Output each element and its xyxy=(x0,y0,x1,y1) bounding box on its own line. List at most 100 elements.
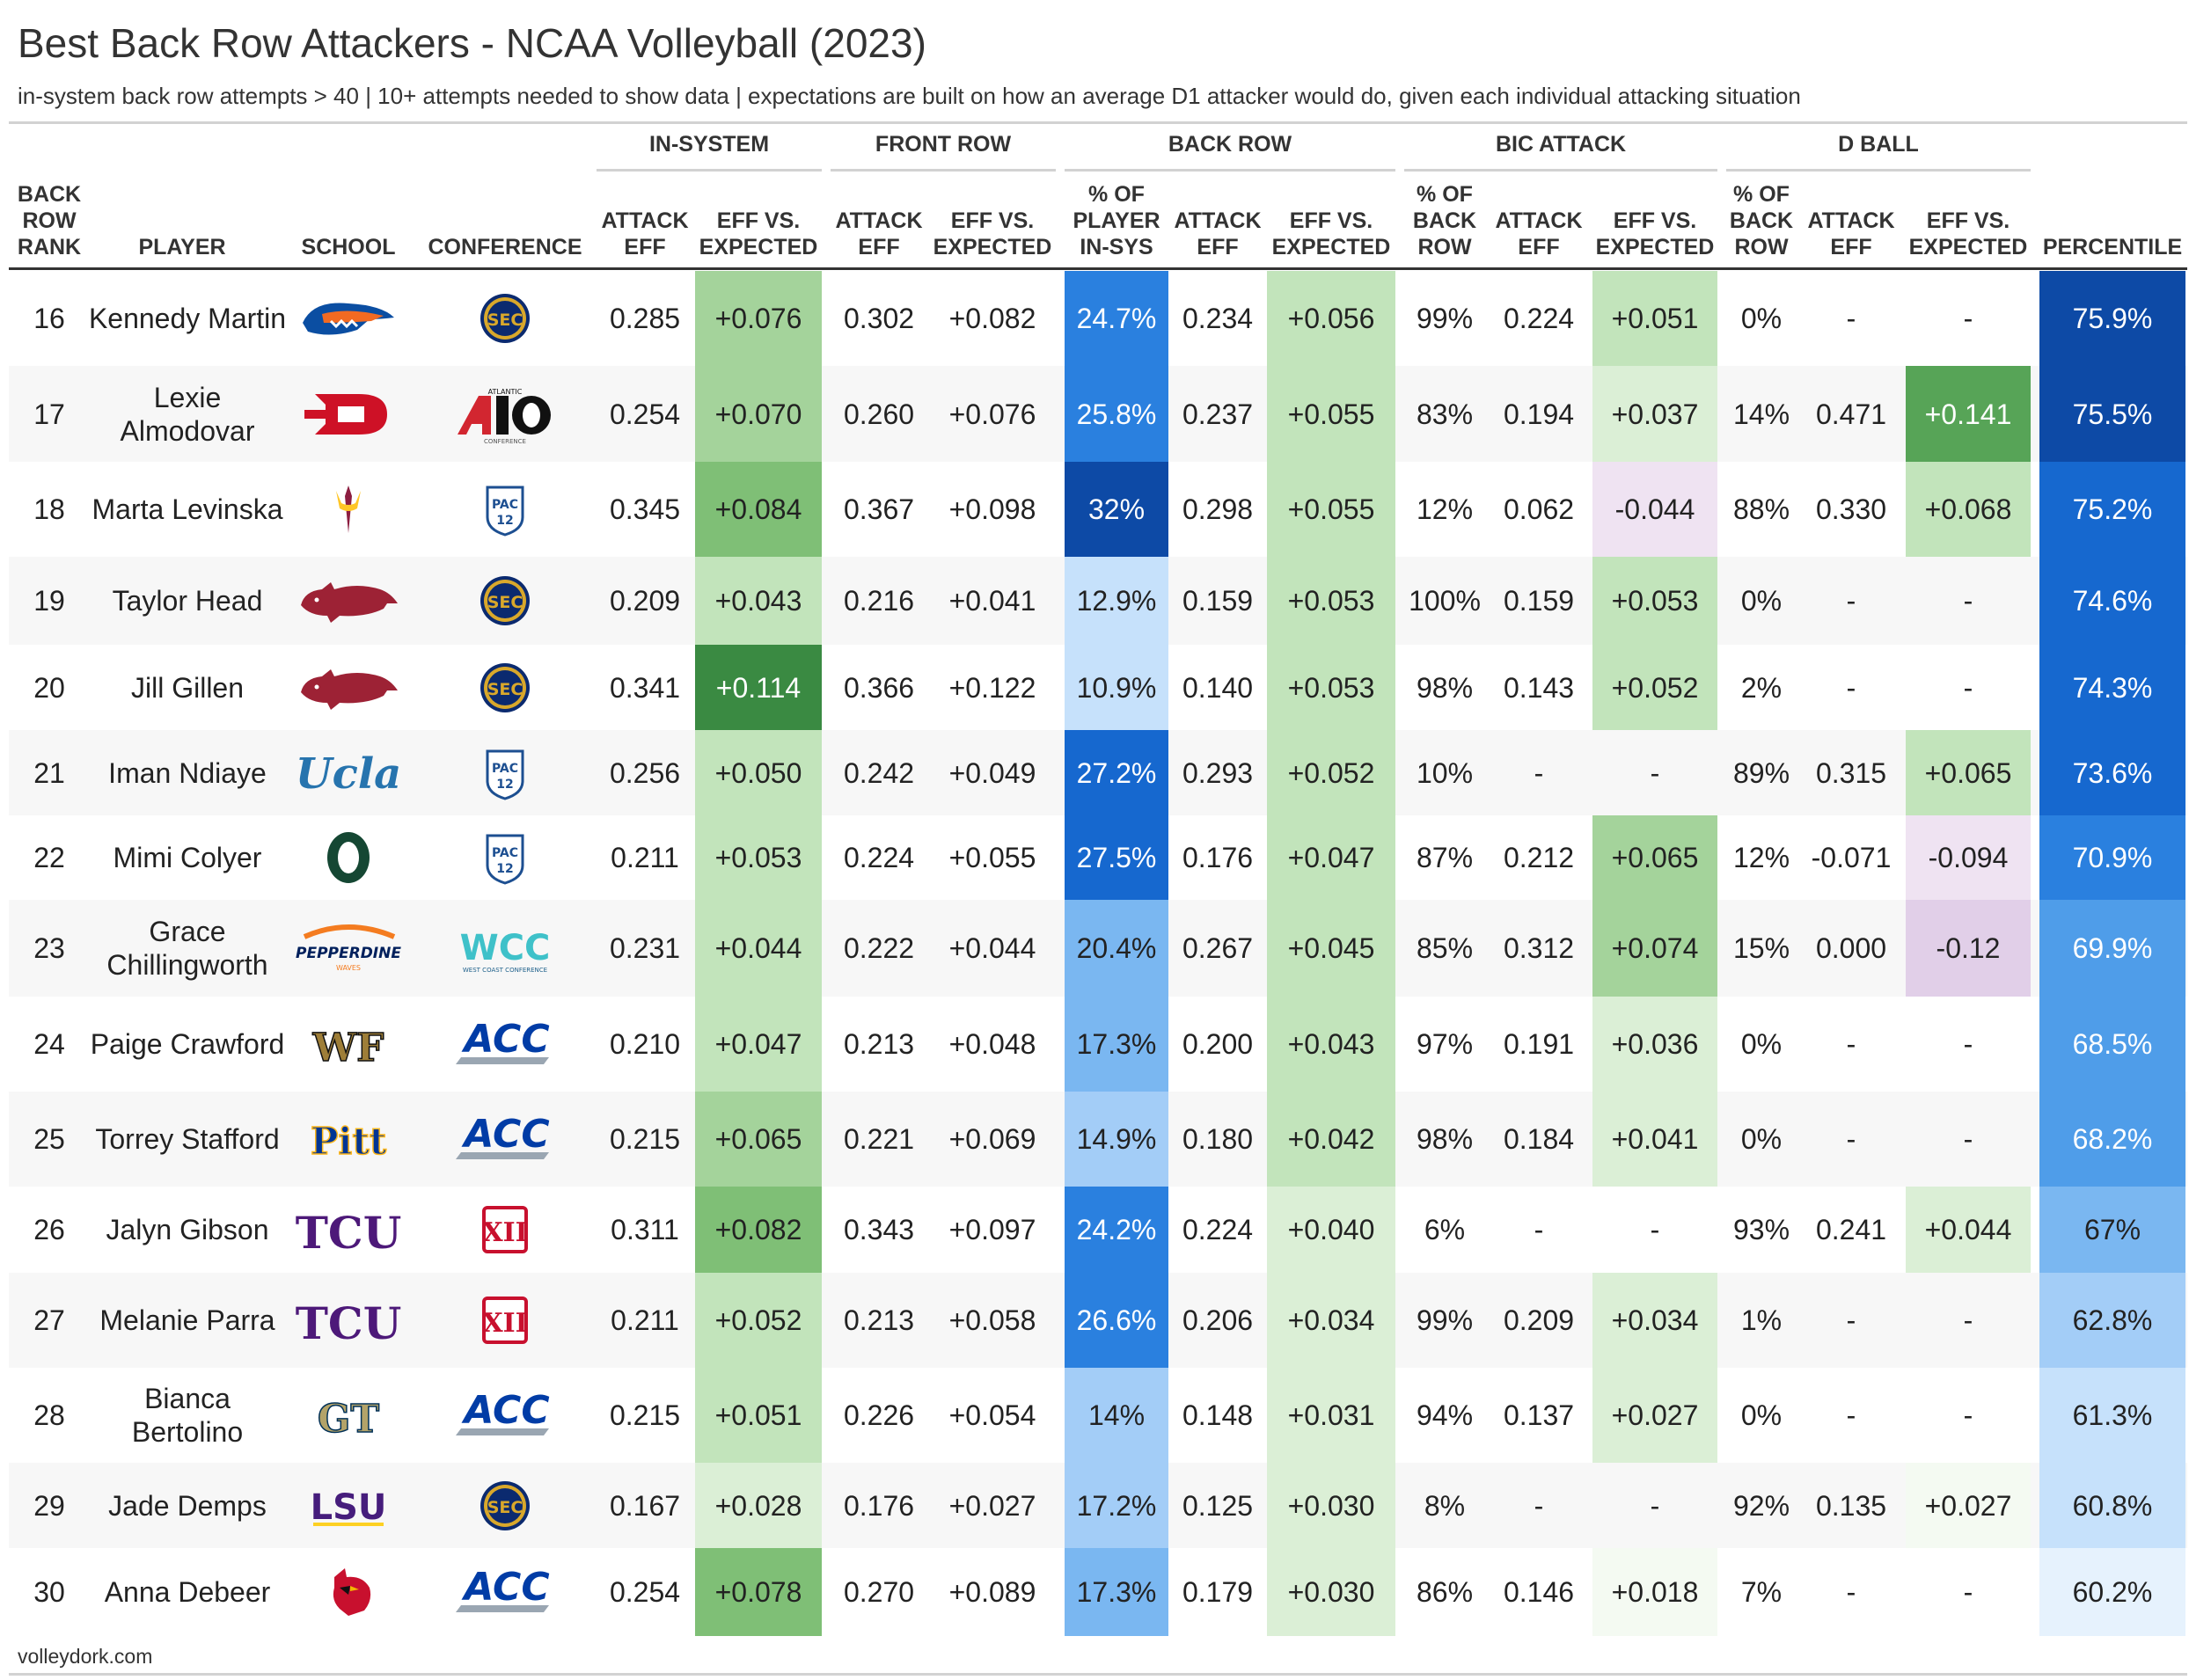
cell-db-vs: - xyxy=(1906,271,2031,366)
cell-value: 27.2% xyxy=(1076,756,1157,789)
cell-br-vs: +0.055 xyxy=(1267,462,1395,557)
cell-value: +0.052 xyxy=(714,1304,802,1336)
cell-br-vs: +0.045 xyxy=(1267,900,1395,997)
cell-db-eff: - xyxy=(1798,645,1904,730)
cell-value: +0.053 xyxy=(1611,585,1699,617)
col-header-br-vs[interactable]: EFF VS. EXPECTED xyxy=(1267,176,1395,260)
cell-bic-vs: +0.051 xyxy=(1592,271,1717,366)
table-row[interactable]: 24 Paige Crawford WF ACC 0.210 +0.047 0.213 +0.… xyxy=(9,997,2187,1092)
cell-bic-vs: +0.034 xyxy=(1592,1273,1717,1368)
cell-value: +0.052 xyxy=(1287,756,1375,789)
col-header-conference[interactable]: CONFERENCE xyxy=(415,176,595,260)
sec-logo-icon xyxy=(480,662,530,712)
table-row[interactable]: 25 Torrey Stafford Pitt ACC 0.215 +0.065 0.221… xyxy=(9,1092,2187,1187)
table-row[interactable]: 30 Anna Debeer ACC 0.254 +0.078 0.270 +0.089 17… xyxy=(9,1548,2187,1636)
cell-value: 60.2% xyxy=(2072,1576,2153,1608)
table-row[interactable]: 19 Taylor Head 0.209 +0.043 0.216 +0.041 12.9%… xyxy=(9,557,2187,645)
col-header-br-pct[interactable]: % OF PLAYER IN-SYS xyxy=(1065,176,1168,260)
cell-value: +0.055 xyxy=(948,842,1036,873)
razorback-icon xyxy=(301,582,398,623)
col-header-db-pct[interactable]: % OF BACK ROW xyxy=(1726,176,1797,260)
cell-is-vs: +0.050 xyxy=(695,730,822,815)
cell-fr-eff: 0.270 xyxy=(831,1548,927,1636)
cell-bic-eff: 0.062 xyxy=(1487,462,1591,557)
cell-value: 0% xyxy=(1740,1028,1783,1060)
cell-db-vs: - xyxy=(1906,645,2031,730)
cell-is-vs: +0.047 xyxy=(695,997,822,1092)
cell-fr-vs: +0.076 xyxy=(929,366,1056,462)
cell-value: 73.6% xyxy=(2072,756,2153,789)
cell-value: +0.040 xyxy=(1287,1214,1375,1245)
cell-is-eff: 0.345 xyxy=(597,462,693,557)
cell-db-eff: 0.135 xyxy=(1798,1463,1904,1548)
razorback-icon xyxy=(301,668,398,710)
table-row[interactable]: 23 Grace Chillingworth PEPPERDINE WAVES WCC W… xyxy=(9,900,2187,997)
col-header-is-vs[interactable]: EFF VS. EXPECTED xyxy=(695,176,822,260)
cell-bic-vs: +0.074 xyxy=(1592,900,1717,997)
table-row[interactable]: 27 Melanie Parra TCU XII 0.211 +0.052 0.213 +0.… xyxy=(9,1273,2187,1368)
cell-value: 14% xyxy=(1732,398,1790,430)
cell-player: Jade Demps xyxy=(83,1463,292,1548)
cell-br-pct: 27.5% xyxy=(1065,815,1168,900)
col-header-bic-pct[interactable]: % OF BACK ROW xyxy=(1404,176,1485,260)
cell-bic-pct: 6% xyxy=(1404,1187,1485,1273)
col-header-fr-vs[interactable]: EFF VS. EXPECTED xyxy=(929,176,1056,260)
cell-fr-vs: +0.082 xyxy=(929,271,1056,366)
group-label: BIC ATTACK xyxy=(1495,132,1627,157)
cell-percentile: 68.5% xyxy=(2039,997,2185,1092)
col-header-bic-vs[interactable]: EFF VS. EXPECTED xyxy=(1592,176,1717,260)
table-row[interactable]: 28 Bianca Bertolino GT ACC 0.215 +0.051 0.226 +… xyxy=(9,1368,2187,1463)
col-header-percentile[interactable]: PERCENTILE xyxy=(2039,176,2185,260)
cell-fr-vs: +0.058 xyxy=(929,1273,1056,1368)
col-header-is-eff[interactable]: ATTACK EFF xyxy=(597,176,693,260)
cell-fr-vs: +0.044 xyxy=(929,900,1056,997)
cell-db-vs: +0.027 xyxy=(1906,1463,2031,1548)
table-row[interactable]: 22 Mimi Colyer PAC 12 0.211 +0.053 0.224 +0.055… xyxy=(9,815,2187,900)
col-header-fr-eff[interactable]: ATTACK EFF xyxy=(831,176,927,260)
cell-value: +0.027 xyxy=(1924,1489,2012,1522)
table-row[interactable]: 26 Jalyn Gibson TCU XII 0.311 +0.082 0.343 +0.0… xyxy=(9,1187,2187,1273)
table-row[interactable]: 21 Iman Ndiaye Ucla PAC 12 0.256 +0.050 0.242 +0… xyxy=(9,730,2187,815)
cell-player: Marta Levinska xyxy=(83,462,292,557)
cell-player: Mimi Colyer xyxy=(83,815,292,900)
svg-text:12: 12 xyxy=(496,862,513,876)
col-header-school[interactable]: SCHOOL xyxy=(283,176,414,260)
col-header-rank[interactable]: BACK ROW RANK xyxy=(18,176,81,260)
cell-value: 86% xyxy=(1416,1576,1474,1608)
cell-rank: 16 xyxy=(18,271,81,366)
cell-value: 10% xyxy=(1416,756,1474,789)
cell-br-eff: 0.206 xyxy=(1170,1273,1265,1368)
table-row[interactable]: 20 Jill Gillen 0.341 +0.114 0.366 +0.122 10.9%… xyxy=(9,645,2187,730)
cell-value: 25.8% xyxy=(1076,398,1157,430)
cell-player: Anna Debeer xyxy=(83,1548,292,1636)
col-header-player[interactable]: PLAYER xyxy=(83,176,282,260)
col-header-bic-eff[interactable]: ATTACK EFF xyxy=(1487,176,1591,260)
cell-percentile: 69.9% xyxy=(2039,900,2185,997)
cell-value: 0.191 xyxy=(1503,1028,1575,1060)
table-row[interactable]: 29 Jade Demps LSU 0.167 +0.028 0.176 +0.027 17.… xyxy=(9,1463,2187,1548)
cell-db-eff: 0.471 xyxy=(1798,366,1904,462)
table-row[interactable]: 16 Kennedy Martin 0.285 +0.076 0.302 +0.082 24… xyxy=(9,271,2187,366)
player-name: Grace Chillingworth xyxy=(106,916,268,981)
cell-value: +0.043 xyxy=(1287,1028,1375,1060)
cell-school: TCU xyxy=(283,1273,414,1368)
cell-value: 10.9% xyxy=(1076,671,1157,704)
col-header-db-eff[interactable]: ATTACK EFF xyxy=(1798,176,1904,260)
cell-br-vs: +0.030 xyxy=(1267,1463,1395,1548)
cell-bic-pct: 85% xyxy=(1404,900,1485,997)
cell-value: +0.053 xyxy=(714,842,802,873)
col-header-db-vs[interactable]: EFF VS. EXPECTED xyxy=(1906,176,2031,260)
cell-bic-pct: 98% xyxy=(1404,1092,1485,1187)
cell-value: 0.226 xyxy=(843,1399,915,1431)
cell-is-eff: 0.254 xyxy=(597,366,693,462)
table-row[interactable]: 18 Marta Levinska PAC 12 0.345 +0.084 0.367 +0.… xyxy=(9,462,2187,557)
player-name: Jade Demps xyxy=(108,1489,267,1522)
cell-db-pct: 88% xyxy=(1726,462,1797,557)
cell-value: +0.055 xyxy=(1287,493,1375,525)
col-header-br-eff[interactable]: ATTACK EFF xyxy=(1170,176,1265,260)
cell-value: 8% xyxy=(1424,1489,1466,1522)
cell-value: 0.471 xyxy=(1815,398,1887,430)
table-row[interactable]: 17 Lexie Almodovar ATLANTIC CONFERENCE 0.254… xyxy=(9,366,2187,462)
cell-br-pct: 10.9% xyxy=(1065,645,1168,730)
cell-db-eff: -0.071 xyxy=(1798,815,1904,900)
